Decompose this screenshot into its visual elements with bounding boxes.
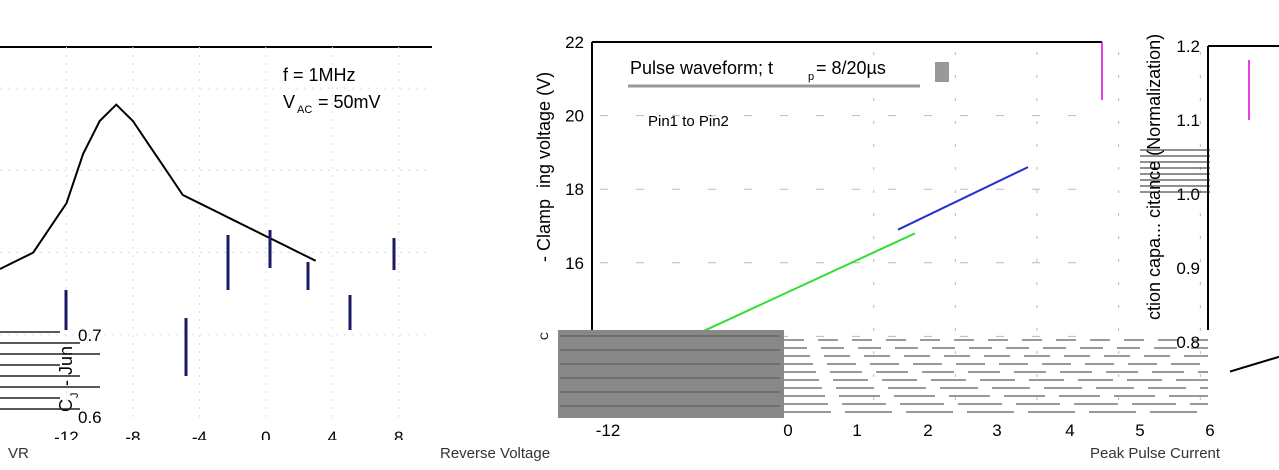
annotation-vac-symbol: V [283, 92, 295, 112]
ylabel-1-sub: J [69, 393, 81, 399]
y-tick-label: 1.1 [1176, 111, 1200, 130]
y-tick-label: 22 [565, 33, 584, 52]
y-tick-label: 18 [565, 180, 584, 199]
ylabel-2-sub: C [539, 332, 551, 340]
x-tick-label: 4 [328, 428, 337, 447]
ylabel-1-rest: - Jun [56, 346, 76, 386]
bottom-mid-label: Reverse Voltage [440, 445, 550, 462]
ylabel-3: ction capa... citance (Normalization) [1144, 34, 1164, 320]
x-tick-label: 6 [1205, 421, 1214, 440]
y-tick-label: 16 [565, 254, 584, 273]
annotation-vac-sub: AC [297, 104, 312, 116]
overlay-stripes-2 [560, 335, 1279, 413]
y-tick-label: 20 [565, 107, 584, 126]
bottom-strip: VR Reverse Voltage Peak Pulse Current [0, 440, 1279, 470]
clamping-series-line [897, 166, 1029, 231]
y-tick-label: 0.7 [78, 326, 102, 345]
y-tick-label: 0.6 [78, 408, 102, 427]
normalized-line [1229, 355, 1279, 373]
legend-box [628, 56, 910, 88]
series-clamping [699, 166, 1029, 334]
x-tick-label: 5 [1135, 421, 1144, 440]
plot-area-3 [1208, 46, 1279, 416]
bottom-right-label: Peak Pulse Current [1090, 445, 1221, 462]
y-tick-label: 0.9 [1176, 259, 1200, 278]
bottom-left-label: VR [8, 445, 29, 462]
x-tick-label: 0 [783, 421, 792, 440]
y-tick-labels-1: 0.7 0.6 [78, 326, 102, 427]
gray-block [558, 330, 784, 418]
pin-label: Pin1 to Pin2 [648, 113, 729, 130]
x-tick-label: 8 [394, 428, 403, 447]
panel-normalized: 1.2 1.1 1.0 0.9 0.8 ction capa... citance (N… [1140, 34, 1279, 416]
pulse-title-rest: = 8/20µs [816, 58, 886, 78]
pulse-title-sub: p [808, 71, 814, 83]
plot-area-1 [0, 47, 432, 417]
annotation-vac-value: = 50mV [318, 92, 381, 112]
series-normalized [1229, 60, 1279, 373]
overlay-stripes-3 [1140, 149, 1210, 193]
annotation-frequency: f = 1MHz [283, 65, 356, 85]
pulse-title: Pulse waveform; t [630, 58, 773, 78]
ylabel-2-lower: - Clamp [534, 199, 554, 262]
ylabel-2: - Clamp ing voltage (V) [534, 72, 554, 262]
y-tick-labels-3: 1.2 1.1 1.0 0.9 0.8 [1176, 37, 1200, 352]
legend-swatch [935, 62, 949, 82]
x-tick-label: 3 [992, 421, 1001, 440]
ylabel-1-main: C [56, 399, 76, 412]
y-tick-label: 1.0 [1176, 185, 1200, 204]
bottom-bg [0, 440, 1279, 470]
x-tick-label: 0 [261, 428, 270, 447]
ylabel-2-main: ing voltage (V) [534, 72, 554, 188]
x-tick-label: 4 [1065, 421, 1074, 440]
overlay-stripes-1 [0, 230, 396, 410]
x-tick-label: 1 [852, 421, 861, 440]
x-tick-labels-2: -12 0 1 2 3 4 5 6 [596, 421, 1215, 440]
x-tick-label: -12 [596, 421, 621, 440]
clamping-series-line [699, 232, 916, 334]
grid-1 [0, 47, 432, 417]
x-tick-label: 2 [923, 421, 932, 440]
y-tick-label: 0.8 [1176, 333, 1200, 352]
y-tick-label: 1.2 [1176, 37, 1200, 56]
grid-2 [600, 42, 1201, 410]
